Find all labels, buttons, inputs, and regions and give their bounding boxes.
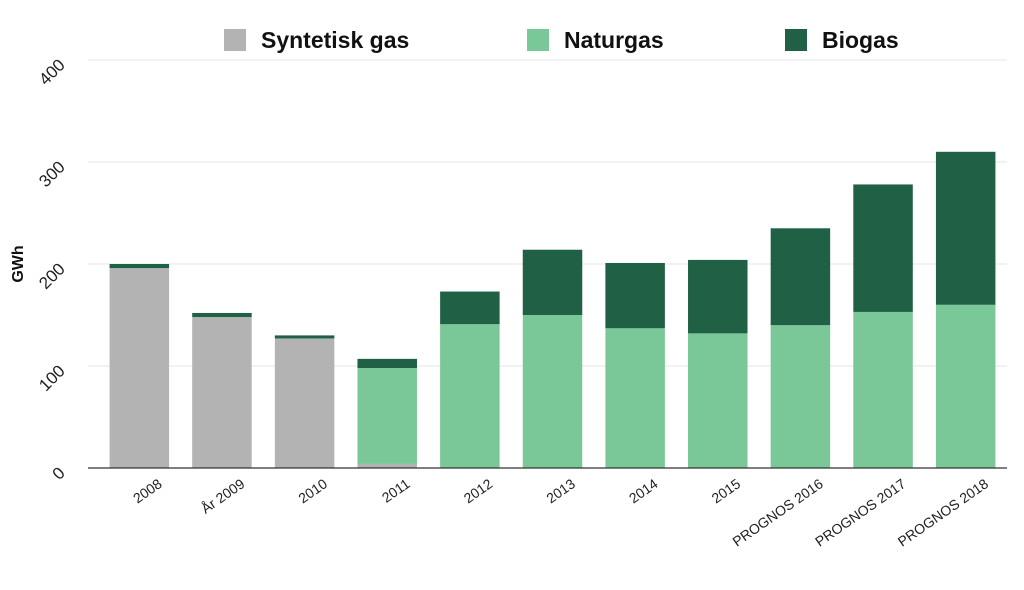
bar-segment — [522, 249, 583, 315]
x-tick-label: 2008 — [130, 475, 165, 506]
bar-segment — [357, 463, 417, 468]
bar-segment — [605, 262, 665, 329]
x-tick-label: PROGNOS 2016 — [729, 475, 826, 549]
bar-segment — [935, 304, 996, 468]
x-axis-ticks: 2008 År 2009 2010 2011 2012 2013 2014 2015PROGN… — [130, 475, 991, 549]
legend-swatch — [527, 29, 549, 51]
bar-segment — [192, 312, 252, 318]
bar-segment — [770, 228, 831, 326]
bar-segment — [770, 325, 831, 468]
x-tick-label: PROGNOS 2017 — [812, 475, 909, 549]
legend-label: Syntetisk gas — [261, 27, 409, 53]
x-tick-label: 2015 — [709, 475, 744, 506]
y-axis-title: GWh — [10, 245, 27, 282]
bar-segment — [935, 151, 996, 305]
x-tick-label: PROGNOS 2018 — [895, 475, 992, 549]
x-tick-label: 2014 — [626, 475, 661, 506]
bar-segment — [853, 311, 913, 468]
legend-swatch — [785, 29, 807, 51]
bar-segment — [605, 328, 665, 468]
x-tick-label: 2011 — [379, 475, 413, 505]
bar-segment — [688, 259, 748, 334]
bar-segment — [522, 315, 583, 468]
y-tick-label: 400 — [35, 55, 68, 88]
bar-segment — [357, 368, 417, 464]
bar-segment — [853, 184, 913, 312]
bar-segment — [192, 317, 252, 468]
legend-swatch — [224, 29, 246, 51]
y-tick-label: 300 — [35, 157, 68, 190]
x-tick-label: 2010 — [295, 475, 330, 506]
legend-label: Biogas — [822, 27, 899, 53]
bar-segment — [274, 338, 335, 468]
bar-segment — [109, 264, 170, 269]
x-tick-label: 2012 — [461, 475, 496, 506]
bar-segment — [688, 333, 748, 468]
bar-segment — [357, 358, 417, 369]
y-axis-ticks: 0 100 200 300 400 — [35, 55, 68, 483]
bar-segment — [440, 324, 500, 468]
y-tick-label: 0 — [49, 463, 69, 483]
bar-segment — [109, 268, 170, 468]
bar-segment — [440, 291, 500, 325]
legend: Syntetisk gas Naturgas Biogas — [224, 27, 899, 53]
legend-label: Naturgas — [564, 27, 664, 53]
x-tick-label: År 2009 — [198, 475, 248, 516]
bar-segment — [274, 335, 335, 339]
y-tick-label: 100 — [35, 361, 68, 394]
x-tick-label: 2013 — [543, 475, 578, 506]
y-tick-label: 200 — [35, 259, 68, 292]
bars — [109, 151, 996, 468]
